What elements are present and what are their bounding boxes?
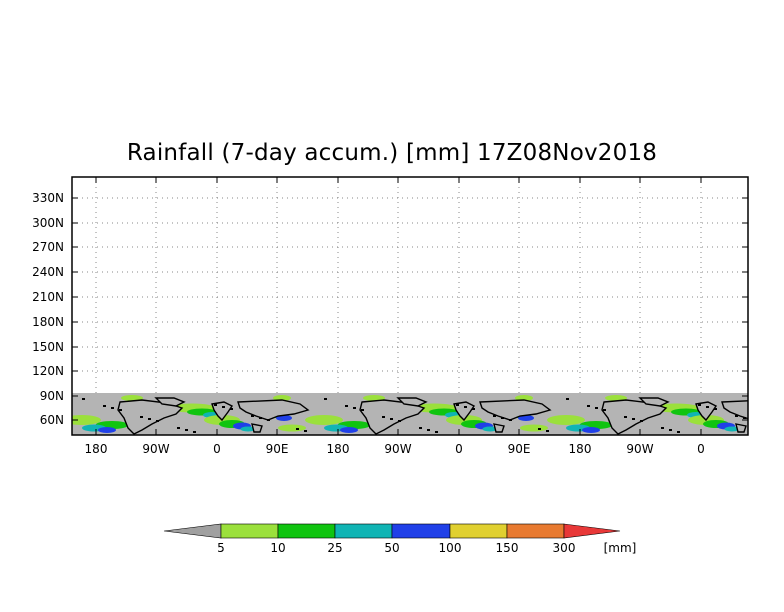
colorbar-segment — [334, 523, 393, 539]
colorbar: 5 10 25 50 100 150 300 [mm] — [163, 523, 637, 555]
lon-label: 90E — [508, 442, 531, 456]
plot-frame — [71, 176, 749, 436]
colorbar-label: 50 — [384, 541, 399, 555]
colorbar-label: 10 — [270, 541, 285, 555]
colorbar-label: 150 — [496, 541, 519, 555]
map-title: Rainfall (7-day accum.) [mm] 17Z08Nov201… — [126, 140, 658, 166]
longitude-axis: 180 90W 0 90E 180 90W 0 90E 180 90W 0 — [85, 177, 705, 456]
colorbar-over-triangle — [563, 523, 621, 539]
lat-label: 90N — [40, 389, 64, 403]
colorbar-segment — [391, 523, 451, 539]
map-tile — [547, 395, 748, 435]
lat-label: 210N — [32, 290, 64, 304]
lon-label: 90W — [142, 442, 169, 456]
lon-label: 0 — [697, 442, 705, 456]
lon-label: 180 — [85, 442, 108, 456]
lat-label: 180N — [32, 315, 64, 329]
colorbar-label: 300 — [553, 541, 576, 555]
lat-label: 240N — [32, 265, 64, 279]
map-tile — [305, 395, 552, 435]
colorbar-label: 5 — [217, 541, 225, 555]
lat-label: 300N — [32, 216, 64, 230]
lat-label: 150N — [32, 340, 64, 354]
lat-label: 120N — [32, 364, 64, 378]
lon-label: 180 — [569, 442, 592, 456]
colorbar-segment — [449, 523, 508, 539]
colorbar-segment — [277, 523, 336, 539]
lon-label: 0 — [455, 442, 463, 456]
lon-label: 0 — [213, 442, 221, 456]
colorbar-segment — [220, 523, 279, 539]
colorbar-label: 25 — [327, 541, 342, 555]
lat-label: 330N — [32, 191, 64, 205]
colorbar-under-triangle — [163, 523, 222, 539]
colorbar-segment — [506, 523, 565, 539]
grid-lines — [72, 177, 748, 435]
latitude-axis: 330N 300N 270N 240N 210N 180N 150N 120N 90N 60N — [32, 191, 748, 427]
lon-label: 90E — [266, 442, 289, 456]
lon-label: 90W — [384, 442, 411, 456]
lat-label: 60N — [40, 413, 64, 427]
colorbar-unit: [mm] — [604, 541, 637, 555]
lat-label: 270N — [32, 240, 64, 254]
map-tile — [72, 395, 310, 435]
lon-label: 90W — [626, 442, 653, 456]
colorbar-label: 100 — [439, 541, 462, 555]
rainfall-field — [72, 393, 748, 435]
lon-label: 180 — [327, 442, 350, 456]
